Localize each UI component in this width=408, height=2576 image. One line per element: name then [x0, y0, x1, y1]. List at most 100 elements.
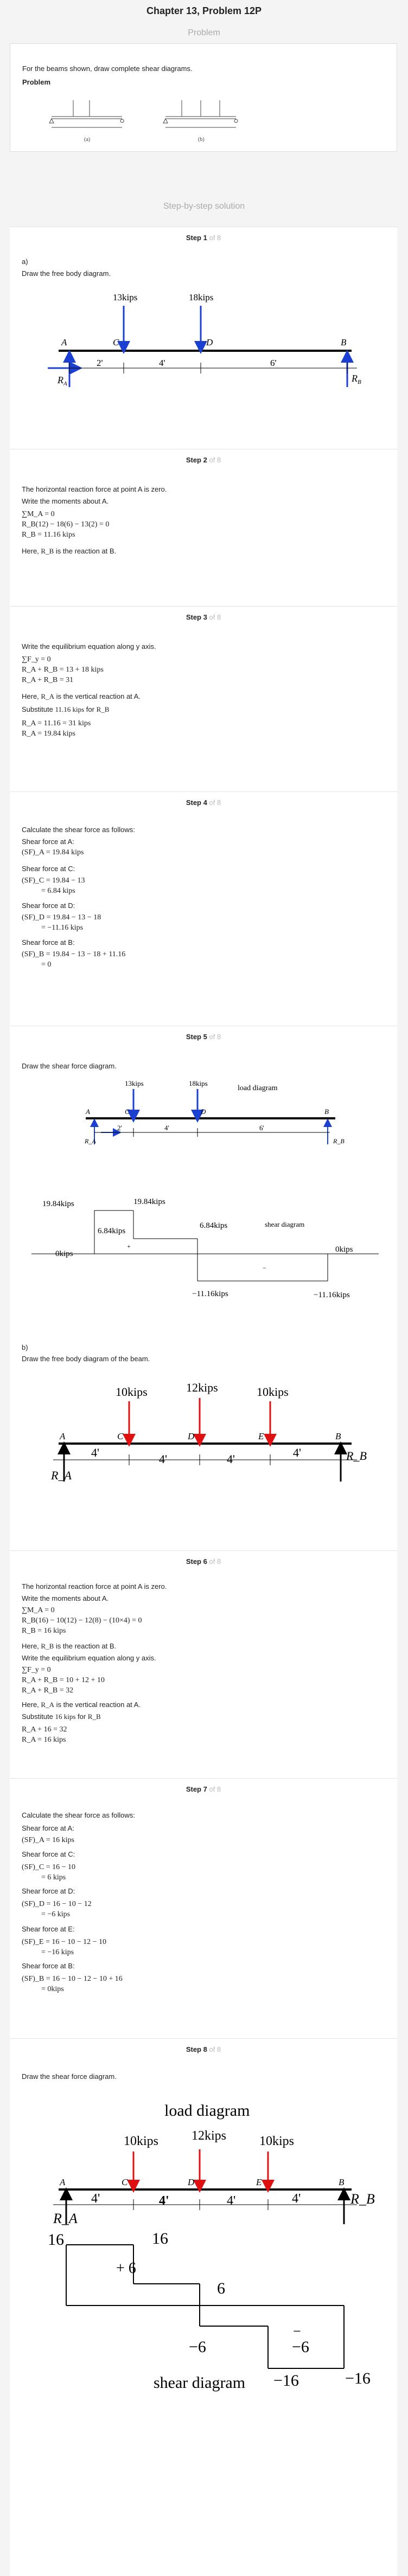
step-7-title: Step 7 of 8	[10, 1785, 397, 1793]
step5-fbd-b: 10kips 12kips 10kips A C D E B 4' 4' 4' …	[50, 1381, 367, 1482]
step-title-text: Step 7	[186, 1785, 207, 1793]
step5-b-RB: R_B	[346, 1449, 367, 1463]
step4-sf-D-2: = −11.16 kips	[41, 924, 84, 932]
step5-pt-C: C	[125, 1107, 130, 1116]
step4-sf-B-2: = 0	[41, 961, 52, 969]
step6-eq-2: R_B(16) − 10(12) − 12(8) − (10×4) = 0	[22, 1617, 142, 1625]
step1-RB-R: R	[351, 373, 358, 384]
step4-text1: Calculate the shear force as follows:	[22, 826, 135, 834]
step6-subst-label: Substitute	[22, 1712, 53, 1721]
step-2: Step 2 of 8 The horizontal reaction forc…	[10, 449, 397, 606]
step4-sf-D: (SF)_D = 19.84 − 13 − 18 = −11.16 kips	[22, 912, 101, 933]
step4-label-B: Shear force at B:	[22, 938, 75, 946]
step1-load-18: 18kips	[189, 292, 213, 302]
problem-fig-label-a: (a)	[84, 137, 90, 143]
step3-subst-for: for	[86, 705, 94, 713]
step6-here1-label: Here,	[22, 1642, 39, 1650]
step4-label-D: Shear force at D:	[22, 901, 75, 910]
step1-load-13: 13kips	[113, 292, 137, 302]
step8-RB: R_B	[350, 2191, 375, 2207]
step-4-title: Step 4 of 8	[10, 798, 397, 807]
step-title-text: Step 4	[186, 798, 207, 807]
step-1-title: Step 1 of 8	[10, 234, 397, 242]
step1-RA: RA	[57, 375, 67, 387]
step5-sign-plus: +	[127, 1242, 131, 1250]
step5-b-load-1: 10kips	[116, 1385, 148, 1399]
step-title-text: Step 3	[186, 613, 207, 621]
step4-label-C: Shear force at C:	[22, 865, 75, 873]
step8-dim-3: 4'	[227, 2194, 235, 2208]
step3-result: R_A = 11.16 = 31 kips R_A = 19.84 kips	[22, 718, 91, 739]
step2-eq-1: ∑M_A = 0	[22, 510, 55, 518]
step8-load-1: 10kips	[124, 2134, 158, 2148]
step8-diagrams: load diagram 10kips 12kips 10kips A C D …	[48, 2102, 375, 2392]
step4-sf-A: (SF)_A = 19.84 kips	[22, 848, 84, 856]
step5-b-dim-4: 4'	[293, 1446, 301, 1459]
step5-text2: Draw the free body diagram of the beam.	[22, 1355, 150, 1363]
step6-here2-label: Here,	[22, 1701, 39, 1709]
step8-sh-16a: 16	[48, 2231, 64, 2249]
step-of-text: of 8	[209, 1785, 221, 1793]
step5-b-pt-D: D	[187, 1431, 195, 1441]
step5-part-b: b)	[22, 1343, 28, 1351]
step7-sf-B-2: = 0kips	[41, 1985, 64, 1993]
step7-label-C: Shear force at C:	[22, 1850, 75, 1858]
step7-sf-D: (SF)_D = 16 − 10 − 12 = −6 kips	[22, 1899, 92, 1920]
step6-subst-for: for	[78, 1712, 86, 1721]
step7-sf-C-2: = 6 kips	[41, 1873, 66, 1882]
step1-dim-2: 4'	[159, 358, 165, 368]
step-of-text: of 8	[209, 798, 221, 807]
step5-b-pt-C: C	[117, 1431, 124, 1441]
step-title-text: Step 1	[186, 234, 207, 242]
step8-dim-1: 4'	[91, 2192, 100, 2206]
step-3: Step 3 of 8 Write the equilibrium equati…	[10, 606, 397, 791]
step-5: Step 5 of 8 Draw the shear force diagram…	[10, 1026, 397, 1550]
step4-sf-B: (SF)_B = 19.84 − 13 − 18 + 11.16 = 0	[22, 949, 125, 970]
step5-b-pt-E: E	[258, 1431, 264, 1441]
step5-sh-1116b: −11.16kips	[314, 1291, 350, 1299]
step8-sign-plus: + 6	[116, 2260, 136, 2277]
step6-text3: Write the equilibrium equation along y a…	[22, 1654, 156, 1662]
step5-dim-3: 6'	[259, 1124, 264, 1132]
step5-b-dim-2: 4'	[159, 1452, 167, 1466]
step8-load-title: load diagram	[164, 2102, 250, 2120]
problem-card: For the beams shown, draw complete shear…	[10, 43, 397, 152]
step8-sh-m6a: −6	[189, 2338, 206, 2356]
step5-dim-1: 2'	[117, 1124, 122, 1132]
step6-result: R_A + 16 = 32 R_A = 16 kips	[22, 1724, 67, 1745]
step6-here1-rest: is the reaction at B.	[55, 1642, 117, 1650]
step-7: Step 7 of 8 Calculate the shear force as…	[10, 1778, 397, 2038]
step5-text1: Draw the shear force diagram.	[22, 1062, 117, 1070]
step1-RB: RB	[351, 373, 361, 385]
step3-res-2: R_A = 19.84 kips	[22, 730, 75, 738]
step2-here-var: R_B	[41, 547, 54, 555]
step4-label-A: Shear force at A:	[22, 838, 74, 846]
step7-sf-D-2: = −6 kips	[41, 1910, 71, 1918]
step5-b-RA: R_A	[50, 1469, 72, 1482]
problem-fig-label-b: (b)	[198, 137, 205, 143]
step8-sh-m16a: −16	[273, 2372, 299, 2390]
step-title-text: Step 8	[186, 2045, 207, 2053]
step6-text1: The horizontal reaction force at point A…	[22, 1582, 167, 1590]
step5-pt-D: D	[200, 1107, 206, 1116]
step6-equations2: ∑F_y = 0 R_A + R_B = 10 + 12 + 10 R_A + …	[22, 1665, 105, 1696]
step2-here-label: Here,	[22, 547, 39, 555]
step3-here-label: Here,	[22, 692, 39, 700]
step3-eq-1: ∑F_y = 0	[22, 655, 51, 664]
step1-dim-1: 2'	[97, 358, 103, 368]
step6-subst-val: 16 kips	[55, 1712, 76, 1721]
step5-sh-684b: 6.84kips	[200, 1221, 227, 1230]
step6-here2-var: R_A	[41, 1701, 54, 1709]
step6-text2: Write the moments about A.	[22, 1594, 109, 1602]
step1-text: Draw the free body diagram.	[22, 269, 111, 278]
step8-pt-C: C	[122, 2177, 128, 2187]
step-1: Step 1 of 8 a) Draw the free body diagra…	[10, 227, 397, 449]
problem-figure: (a) (b)	[49, 100, 238, 143]
step-6-title: Step 6 of 8	[10, 1557, 397, 1566]
step5-load-13: 13kips	[125, 1079, 144, 1087]
step5-dim-2: 4'	[164, 1124, 169, 1132]
step1-part: a)	[22, 257, 28, 266]
step5-RB: R_B	[333, 1137, 345, 1145]
step5-RA: R_A	[84, 1137, 96, 1145]
